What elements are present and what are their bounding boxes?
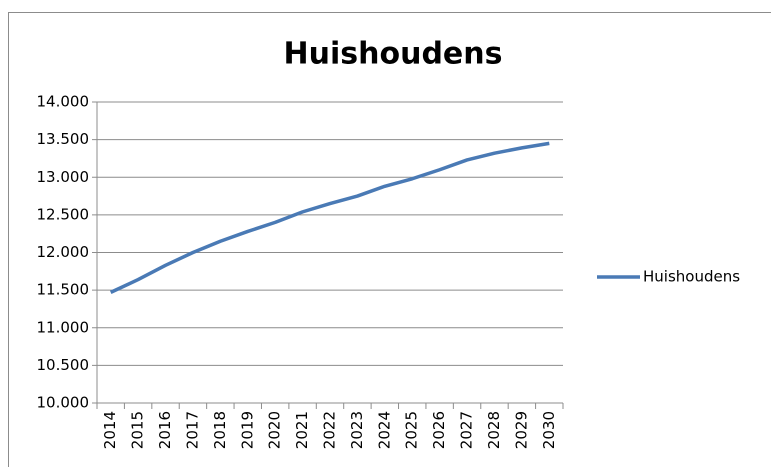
line (109, 141, 550, 294)
x-tick-label: 2014 (101, 411, 119, 449)
y-tick-label: 10.500 (37, 356, 90, 374)
x-tick-label: 2030 (540, 411, 558, 449)
x-tick-label: 2018 (211, 411, 229, 449)
legend-label: Huishoudens (643, 268, 740, 286)
x-tick-label: 2023 (348, 411, 366, 449)
x-tick-label: 2028 (485, 411, 503, 449)
y-tick-label: 13.500 (37, 130, 90, 148)
y-tick-label: 14.000 (37, 93, 90, 111)
chart-border (8, 12, 771, 467)
chart-title: Huishoudens (284, 37, 503, 72)
x-tick-label: 2029 (512, 411, 530, 449)
y-tick-label: 12.500 (37, 205, 90, 223)
x-tick-label: 2021 (293, 411, 311, 449)
x-tick-label: 2024 (375, 411, 393, 449)
x-tick-label: 2016 (156, 411, 174, 449)
y-tick-label: 11.500 (37, 281, 90, 299)
x-tick-label: 2020 (266, 411, 284, 449)
x-tick-label: 2019 (238, 411, 256, 449)
x-tick-label: 2025 (403, 411, 421, 449)
x-tick-label: 2022 (321, 411, 339, 449)
y-tick-label: 12.000 (37, 243, 90, 261)
x-tick-label: 2027 (458, 411, 476, 449)
x-tick-label: 2026 (430, 411, 448, 449)
y-tick-label: 13.000 (37, 168, 90, 186)
x-tick-label: 2015 (129, 411, 147, 449)
y-tick-label: 11.000 (37, 318, 90, 336)
y-tick-label: 10.000 (37, 394, 90, 412)
x-tick-label: 2017 (183, 411, 201, 449)
